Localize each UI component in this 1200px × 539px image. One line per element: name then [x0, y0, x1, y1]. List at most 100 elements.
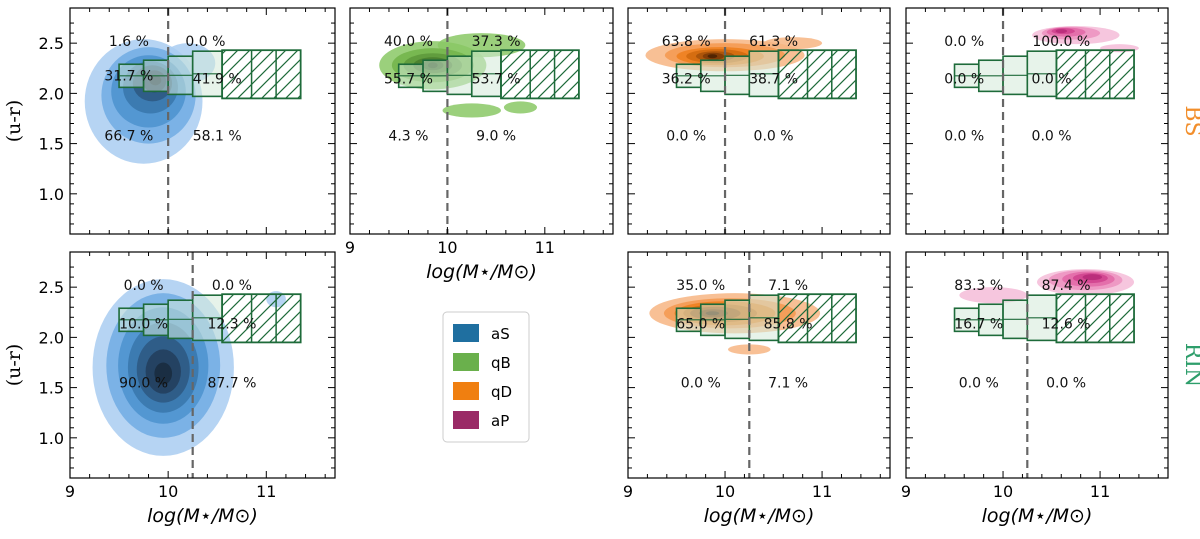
- percentage-label: 58.1 %: [193, 129, 242, 145]
- y-tick-label: 2.5: [39, 34, 64, 53]
- contour-qB: [442, 103, 501, 118]
- row-label-rin: RIN: [1180, 343, 1200, 388]
- percentage-label: 0.0 %: [185, 34, 225, 50]
- x-tick-label: 9: [65, 482, 75, 501]
- x-axis-label: log(M⋆/M⊙): [982, 505, 1093, 527]
- x-tick-label: 10: [993, 482, 1013, 501]
- percentage-label: 37.3 %: [472, 34, 521, 50]
- y-tick-label: 2.0: [39, 84, 64, 103]
- x-tick-label: 10: [715, 482, 735, 501]
- percentage-label: 12.6 %: [1042, 316, 1091, 332]
- panel-bs-qD: 63.8 % 61.3 % 36.2 % 38.7 % 0.0 % 0.0 %: [627, 7, 891, 235]
- axes-frame: [349, 7, 614, 235]
- x-tick-label: 11: [812, 482, 832, 501]
- x-axis-label: log(M⋆/M⊙): [704, 505, 815, 527]
- reference-box-hatched: [221, 293, 302, 344]
- legend-label-aS: aS: [491, 325, 510, 343]
- axes-frame: [905, 251, 1169, 479]
- percentage-label: 31.7 %: [104, 68, 153, 84]
- percentage-label: 10.0 %: [119, 316, 168, 332]
- percentage-label: 63.8 %: [662, 34, 711, 50]
- percentage-label: 0.0 %: [754, 129, 794, 145]
- x-tick-label: 9: [623, 482, 633, 501]
- x-tick-label: 11: [535, 238, 555, 257]
- axes-frame: [69, 7, 336, 235]
- contour-aP: [1055, 29, 1068, 34]
- percentage-label: 87.4 %: [1042, 278, 1091, 294]
- percentage-label: 66.7 %: [104, 129, 153, 145]
- y-tick-label: 2.5: [39, 278, 64, 297]
- percentage-label: 90.0 %: [119, 376, 168, 392]
- row-label-bs: BS: [1180, 105, 1200, 136]
- legend-label-qB: qB: [491, 354, 511, 372]
- axes-frame: [69, 251, 336, 479]
- percentage-label: 0.0 %: [1046, 376, 1086, 392]
- legend-box: [442, 311, 530, 443]
- percentage-label: 0.0 %: [944, 71, 984, 87]
- panel-rin-aP: 83.3 % 87.4 % 16.7 % 12.6 % 0.0 % 0.0 % 9 10 11 l…: [901, 251, 1169, 527]
- x-tick-label: 10: [437, 238, 457, 257]
- percentage-label: 0.0 %: [1032, 129, 1072, 145]
- x-tick-label: 11: [256, 482, 276, 501]
- percentage-label: 83.3 %: [954, 278, 1003, 294]
- reference-box-hatched: [777, 49, 857, 100]
- panel-bs-aP: 0.0 % 100.0 % 0.0 % 0.0 % 0.0 % 0.0 %: [905, 7, 1169, 235]
- panel-rin-aS: 0.0 % 0.0 % 10.0 % 12.3 % 90.0 % 87.7 % 1.0 1.5…: [3, 251, 336, 527]
- axes-frame: [905, 7, 1169, 235]
- percentage-label: 7.1 %: [768, 376, 808, 392]
- y-tick-label: 2.0: [39, 328, 64, 347]
- percentage-label: 85.8 %: [764, 316, 813, 332]
- x-tick-label: 9: [345, 238, 355, 257]
- percentage-label: 7.1 %: [768, 278, 808, 294]
- y-tick-label: 1.0: [39, 185, 64, 204]
- y-axis-label: (u-r): [3, 100, 25, 143]
- x-axis-label: log(M⋆/M⊙): [147, 505, 258, 527]
- y-axis-label: (u-r): [3, 344, 25, 387]
- axes-frame: [627, 7, 891, 235]
- percentage-label: 65.0 %: [676, 316, 725, 332]
- x-tick-label: 11: [1090, 482, 1110, 501]
- contour-qB: [503, 101, 538, 114]
- y-tick-label: 1.5: [39, 379, 64, 398]
- contour-qD: [763, 37, 823, 50]
- reference-box-hatched: [1055, 293, 1135, 344]
- percentage-label: 55.7 %: [384, 71, 433, 87]
- legend-swatch-aS: [453, 324, 479, 342]
- percentage-label: 0.0 %: [212, 278, 252, 294]
- percentage-label: 12.3 %: [207, 316, 256, 332]
- percentage-label: 35.0 %: [676, 278, 725, 294]
- percentage-label: 0.0 %: [944, 34, 984, 50]
- x-tick-label: 10: [158, 482, 178, 501]
- percentage-label: 4.3 %: [388, 129, 428, 145]
- reference-box-hatched: [1055, 49, 1135, 100]
- contour-aP: [959, 287, 1028, 304]
- panel-rin-qD: 35.0 % 7.1 % 65.0 % 85.8 % 0.0 % 7.1 % 9 10 11 lo…: [623, 251, 891, 527]
- axes-frame: [627, 251, 891, 479]
- percentage-label: 9.0 %: [476, 129, 516, 145]
- panel-bs-aS: 1.6 % 0.0 % 31.7 % 41.9 % 66.7 % 58.1 % 1.0 1.5…: [3, 7, 336, 235]
- legend-label-qD: qD: [491, 383, 512, 401]
- percentage-label: 0.0 %: [681, 376, 721, 392]
- legend-label-aP: aP: [491, 412, 509, 430]
- contour-qD: [707, 54, 718, 59]
- reference-box-hatched: [500, 49, 580, 100]
- contour-aS: [154, 362, 173, 385]
- reference-box-hatched: [777, 293, 857, 344]
- percentage-label: 0.0 %: [666, 129, 706, 145]
- percentage-label: 0.0 %: [124, 278, 164, 294]
- percentage-label: 38.7 %: [749, 71, 798, 87]
- x-axis-label: log(M⋆/M⊙): [426, 261, 537, 283]
- legend-swatch-qD: [453, 382, 479, 400]
- legend-swatch-qB: [453, 353, 479, 371]
- contour-aP: [1082, 274, 1103, 281]
- percentage-label: 0.0 %: [1032, 71, 1072, 87]
- legend: aS qB qD aP: [442, 311, 530, 443]
- percentage-label: 87.7 %: [207, 376, 256, 392]
- percentage-label: 40.0 %: [384, 34, 433, 50]
- percentage-label: 41.9 %: [193, 71, 242, 87]
- y-tick-label: 1.0: [39, 429, 64, 448]
- x-tick-label: 9: [901, 482, 911, 501]
- percentage-label: 1.6 %: [109, 34, 149, 50]
- panel-bs-qB: 40.0 % 37.3 % 55.7 % 53.7 % 4.3 % 9.0 % 9 10 11 l…: [345, 7, 614, 283]
